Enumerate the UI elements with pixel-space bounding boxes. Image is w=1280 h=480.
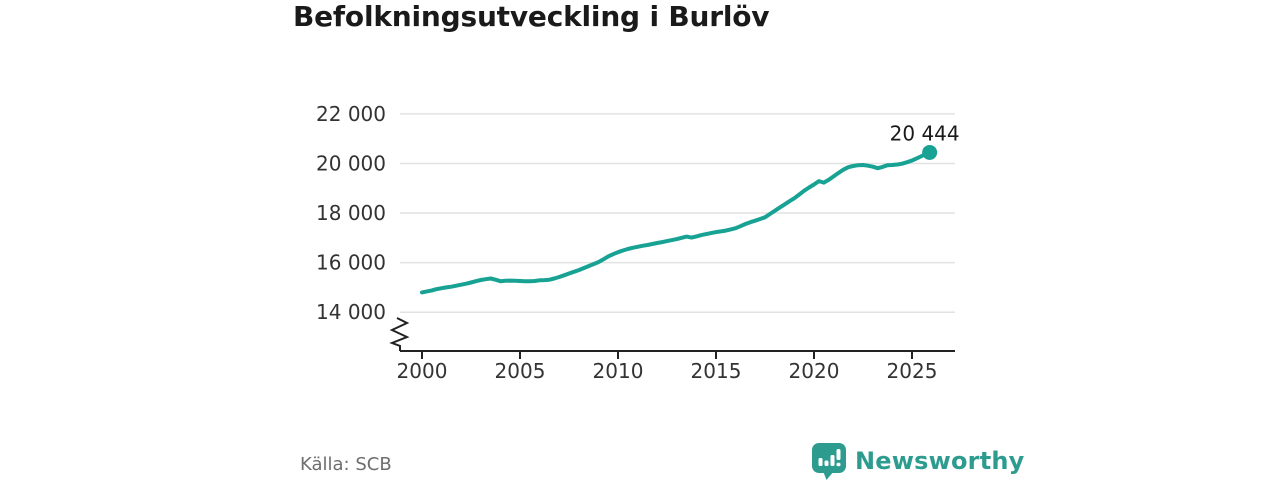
x-axis-tick-label: 2020 — [789, 359, 840, 383]
x-axis-tick-label: 2010 — [593, 359, 644, 383]
x-axis-tick-label: 2005 — [495, 359, 546, 383]
newsworthy-logo[interactable]: Newsworthy — [811, 442, 1025, 480]
x-axis-tick-label: 2000 — [397, 359, 448, 383]
y-axis-tick-label: 18 000 — [316, 201, 386, 225]
latest-value-marker — [922, 144, 938, 160]
y-axis-tick-label: 20 000 — [316, 151, 386, 175]
latest-value-label: 20 444 — [890, 121, 960, 145]
newsworthy-speech-bubble-bar-chart-icon — [812, 443, 846, 480]
page-title: Befolkningsutveckling i Burlöv — [293, 0, 770, 33]
x-axis-tick-label: 2015 — [691, 359, 742, 383]
y-axis-break-zigzag-icon — [389, 317, 410, 351]
y-axis-tick-label: 16 000 — [316, 251, 386, 275]
x-axis-tick-label: 2025 — [887, 359, 938, 383]
source-note: Källa: SCB — [300, 454, 392, 475]
newsworthy-logo-text: Newsworthy — [855, 447, 1025, 475]
y-axis-tick-label: 22 000 — [316, 102, 386, 126]
y-axis-tick-label: 14 000 — [316, 300, 386, 324]
population-line-series — [420, 150, 932, 295]
